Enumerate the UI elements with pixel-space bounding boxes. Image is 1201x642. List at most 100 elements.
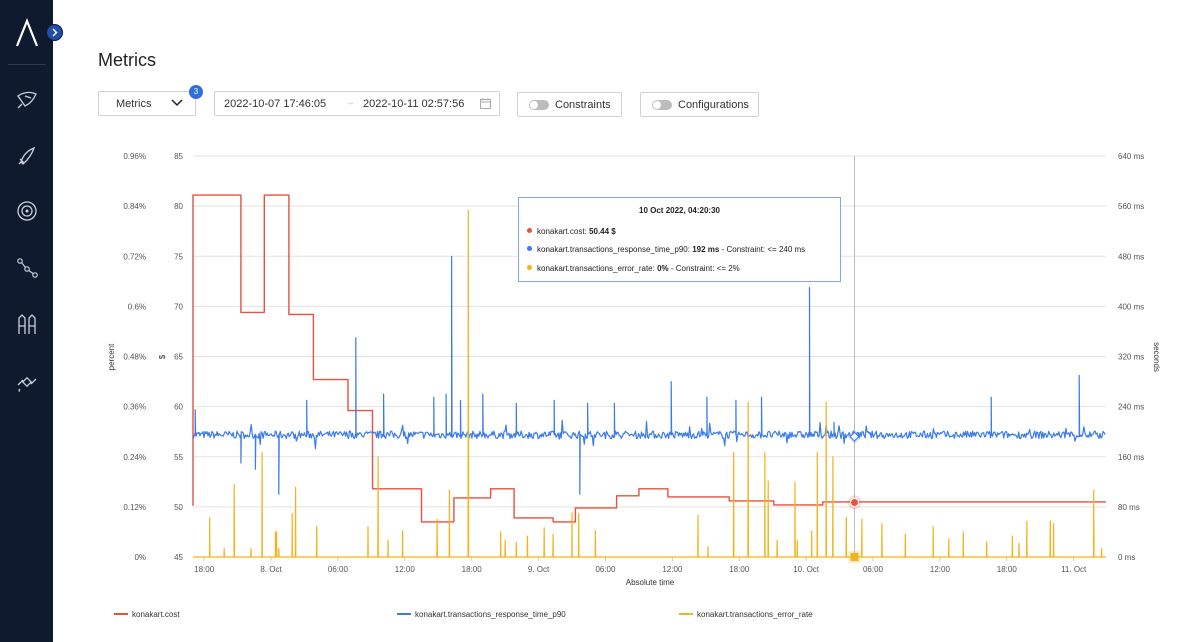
tooltip-value: 0% (657, 264, 669, 273)
legend-item-cost[interactable]: konakart.cost (114, 610, 180, 619)
page-title: Metrics (98, 50, 156, 70)
seconds-tick-label: 160 ms (1118, 453, 1144, 462)
x-axis-title: Absolute time (626, 578, 675, 587)
workflow-icon[interactable] (14, 255, 40, 281)
logo-icon[interactable] (14, 18, 40, 48)
series-line-konakart-transactions-error-rate (193, 209, 1106, 558)
expand-icon[interactable] (46, 24, 63, 41)
tooltip-value: 192 ms (692, 245, 720, 254)
percent-axis-title: percent (107, 343, 116, 370)
percent-tick-label: 0.24% (123, 453, 146, 462)
error-rate-hover-marker (850, 553, 859, 561)
dollar-tick-label: 70 (174, 302, 183, 311)
date-from-input[interactable]: 2022-10-07 17:46:05 (224, 98, 327, 110)
satellite-icon[interactable] (14, 369, 40, 395)
x-tick-label: 06:00 (328, 565, 349, 574)
toggle-switch[interactable] (529, 100, 549, 110)
dollar-tick-label: 55 (174, 453, 183, 462)
metrics-chart[interactable]: 0% 45 0 ms 0.12% 50 80 ms 0.24% 55 160 ms 0.36% 60… (0, 0, 1201, 600)
sidebar (0, 0, 53, 642)
dollar-tick-label: 65 (174, 353, 183, 362)
x-tick-label: 18:00 (729, 565, 750, 574)
dollar-tick-label: 60 (174, 403, 183, 412)
tooltip-value: 50.44 $ (589, 227, 616, 236)
dollar-tick-label: 45 (174, 553, 183, 562)
x-tick-label: 12:00 (930, 565, 951, 574)
tooltip-metric: konakart.cost: (537, 227, 587, 236)
x-tick-label: 06:00 (595, 565, 616, 574)
legend-item-response-time[interactable]: konakart.transactions_response_time_p90 (397, 610, 566, 619)
chart-markers (847, 429, 862, 563)
dollar-tick-label: 85 (174, 152, 183, 161)
seconds-tick-label: 400 ms (1118, 302, 1144, 311)
x-tick-label: 8. Oct (260, 565, 282, 574)
seconds-tick-label: 640 ms (1118, 152, 1144, 161)
seconds-tick-label: 0 ms (1118, 553, 1135, 562)
seconds-tick-label: 560 ms (1118, 202, 1144, 211)
legend-swatch (397, 613, 411, 615)
chart-series (192, 194, 1106, 558)
percent-tick-label: 0.84% (123, 202, 146, 211)
x-tick-label: 9. Oct (528, 565, 550, 574)
x-tick-label: 18:00 (194, 565, 215, 574)
series-line-konakart-transactions-response-time-p90 (192, 255, 1106, 495)
cargo-icon[interactable] (14, 312, 40, 338)
x-tick-label: 11. Oct (1061, 565, 1087, 574)
tooltip-title: 10 Oct 2022, 04:20:30 (639, 206, 720, 215)
target-icon[interactable] (14, 198, 40, 224)
metrics-select[interactable]: Metrics (98, 91, 196, 116)
arrow-right-icon: → (345, 97, 355, 108)
rocket-icon[interactable] (14, 86, 40, 112)
percent-tick-label: 0.6% (128, 302, 146, 311)
calendar-icon[interactable] (480, 98, 491, 109)
tooltip-row-error-rate: konakart.transactions_error_rate: 0% - C… (527, 264, 740, 273)
legend-swatch (679, 613, 693, 615)
dollar-tick-label: 50 (174, 503, 183, 512)
series-dot (527, 246, 532, 251)
configurations-toggle[interactable]: Configurations (640, 92, 759, 117)
percent-tick-label: 0.96% (123, 152, 146, 161)
x-tick-label: 12:00 (395, 565, 416, 574)
chart-tooltip: 10 Oct 2022, 04:20:30 konakart.cost: 50.… (518, 197, 841, 282)
constraints-toggle[interactable]: Constraints (517, 92, 622, 117)
configurations-label: Configurations (678, 99, 749, 111)
x-tick-label: 06:00 (863, 565, 884, 574)
tooltip-row-cost: konakart.cost: 50.44 $ (527, 227, 616, 236)
tooltip-extra: - Constraint: <= 240 ms (719, 245, 806, 254)
series-dot (527, 265, 532, 270)
legend-label: konakart.transactions_response_time_p90 (415, 610, 566, 619)
constraints-label: Constraints (555, 99, 611, 111)
dollar-tick-label: 75 (174, 252, 183, 261)
response-time-hover-marker (849, 431, 860, 442)
x-tick-label: 12:00 (662, 565, 683, 574)
seconds-tick-label: 320 ms (1118, 353, 1144, 362)
metrics-select-label: Metrics (116, 98, 152, 110)
tooltip-metric: konakart.transactions_response_time_p90: (537, 245, 690, 254)
toggle-switch[interactable] (652, 100, 672, 110)
seconds-tick-label: 80 ms (1118, 503, 1140, 512)
dollar-axis-title: $ (158, 354, 167, 359)
seconds-tick-label: 240 ms (1118, 403, 1144, 412)
series-line-konakart-cost (192, 194, 1106, 523)
series-dot (527, 228, 532, 233)
launch-icon[interactable] (14, 143, 40, 169)
sidebar-divider (8, 64, 46, 65)
metrics-count-badge: 3 (189, 85, 203, 99)
date-to-input[interactable]: 2022-10-11 02:57:56 (363, 98, 465, 110)
x-tick-label: 18:00 (997, 565, 1018, 574)
chevron-down-icon (171, 99, 183, 107)
seconds-axis-title: seconds (1152, 342, 1161, 372)
percent-tick-label: 0.48% (123, 353, 146, 362)
percent-tick-label: 0% (134, 553, 146, 562)
chart-ticks: 0% 45 0 ms 0.12% 50 80 ms 0.24% 55 160 ms 0.36% 60… (123, 152, 1144, 574)
legend-item-error-rate[interactable]: konakart.transactions_error_rate (679, 610, 813, 619)
x-tick-label: 18:00 (462, 565, 483, 574)
cost-hover-marker (850, 497, 860, 507)
tooltip-metric: konakart.transactions_error_rate: (537, 264, 655, 273)
tooltip-extra: - Constraint: <= 2% (668, 264, 740, 273)
date-range-picker[interactable]: 2022-10-07 17:46:05 → 2022-10-11 02:57:5… (214, 91, 500, 116)
legend-swatch (114, 613, 128, 615)
seconds-tick-label: 480 ms (1118, 252, 1144, 261)
legend-label: konakart.transactions_error_rate (697, 610, 813, 619)
dollar-tick-label: 80 (174, 202, 183, 211)
